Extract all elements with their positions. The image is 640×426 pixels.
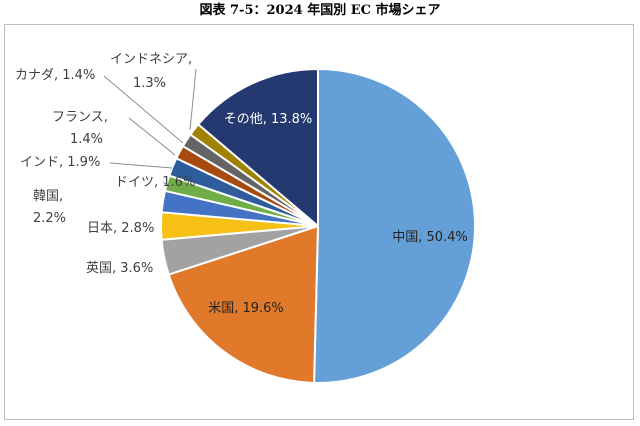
data-labels: 中国, 50.4% 米国, 19.6% 英国, 3.6% 日本, 2.8% 韓国, 2.2… — [15, 52, 468, 316]
figure-title: 図表 7-5：2024 年国別 EC 市場シェア — [199, 3, 441, 18]
pie-slice — [167, 224, 320, 384]
pie-slices — [160, 67, 476, 384]
data-label: フランス, — [52, 110, 108, 125]
data-label: 英国, 3.6% — [86, 261, 153, 276]
data-label: 1.4% — [70, 132, 103, 147]
data-label: 中国, 50.4% — [392, 230, 468, 245]
pie-slice — [313, 67, 476, 384]
leader-line — [109, 162, 173, 169]
leader-line — [103, 75, 184, 144]
data-label: 2.2% — [33, 211, 66, 226]
data-label: インド, 1.9% — [20, 155, 100, 170]
leader-line — [128, 117, 176, 156]
leader-line — [189, 68, 197, 131]
data-label: その他, 13.8% — [224, 112, 313, 127]
data-label: 韓国, — [33, 189, 63, 204]
data-label: カナダ, 1.4% — [15, 68, 95, 83]
pie-slice — [196, 67, 319, 229]
data-label: 1.3% — [133, 76, 166, 91]
data-label: インドネシア, — [110, 52, 192, 67]
data-label: 日本, 2.8% — [87, 221, 154, 236]
data-label: 米国, 19.6% — [208, 301, 284, 316]
data-label: ドイツ, 1.6% — [115, 175, 195, 190]
leader-line — [162, 181, 173, 189]
